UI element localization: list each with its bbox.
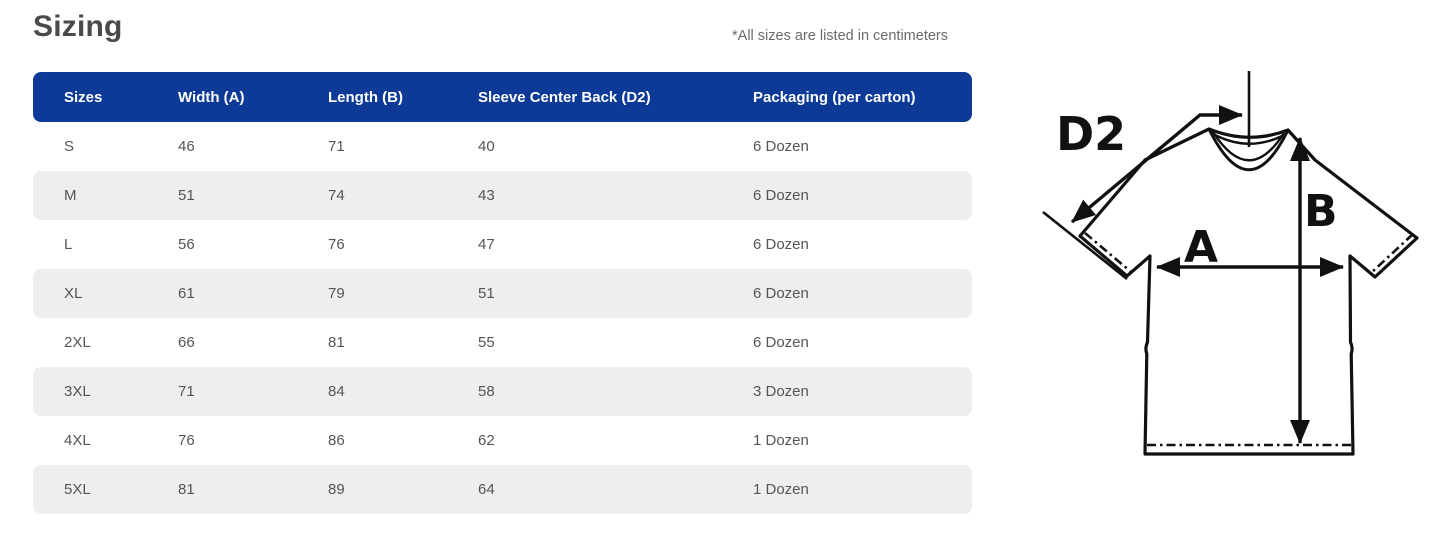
cell-width: 56 [178,236,195,253]
cell-width: 51 [147,171,297,220]
cell-packaging: 1 Dozen [722,465,972,514]
cell-packaging: 1 Dozen [753,432,809,449]
cell-sleeve: 64 [447,465,722,514]
table-row: 3XL 71 84 58 3 Dozen [33,367,972,416]
header-cell-packaging: Packaging (per carton) [722,72,972,122]
table-row: 2XL 66 81 55 6 Dozen [33,318,972,367]
cell-packaging: 6 Dozen [753,236,809,253]
d2-label: D2 [1056,107,1126,161]
table-row: 4XL 76 86 62 1 Dozen [33,416,972,465]
table-row: L 56 76 47 6 Dozen [33,220,972,269]
cell-sleeve: 43 [447,171,722,220]
header-cell-sizes: Sizes [33,72,147,122]
table-row: XL 61 79 51 6 Dozen [33,269,972,318]
cell-size: S [64,138,75,155]
cell-packaging: 6 Dozen [722,269,972,318]
sizing-table: Sizes Width (A) Length (B) Sleeve Center… [33,72,972,514]
table-row: M 51 74 43 6 Dozen [33,171,972,220]
sizing-note: *All sizes are listed in centimeters [732,28,948,44]
cell-packaging: 3 Dozen [722,367,972,416]
width-label: A [1184,222,1218,273]
cell-width: 81 [147,465,297,514]
cell-size: M [33,171,147,220]
cell-width: 66 [178,334,195,351]
cell-sleeve: 62 [478,432,495,449]
sizing-table-container: Sizes Width (A) Length (B) Sleeve Center… [33,72,972,514]
tshirt-measurement-diagram: D2 A B [1020,58,1440,478]
cell-size: 2XL [64,334,91,351]
d2-arrow [1070,105,1243,224]
table-row: 5XL 81 89 64 1 Dozen [33,465,972,514]
table-row: S 46 71 40 6 Dozen [33,122,972,171]
page-title: Sizing [33,10,123,43]
cell-size: L [64,236,73,253]
cell-sleeve: 47 [478,236,495,253]
shirt-outline [1078,127,1419,456]
cell-length: 84 [297,367,447,416]
cell-sleeve: 40 [478,138,495,155]
cell-size: 5XL [33,465,147,514]
cell-length: 81 [328,334,345,351]
cell-width: 76 [178,432,195,449]
header-cell-sleeve: Sleeve Center Back (D2) [447,72,722,122]
cell-length: 76 [328,236,345,253]
cell-sleeve: 51 [447,269,722,318]
cell-length: 86 [328,432,345,449]
cell-width: 61 [147,269,297,318]
sleeve-extension-line [1042,210,1128,281]
cell-length: 79 [297,269,447,318]
cell-length: 89 [297,465,447,514]
cell-width: 46 [178,138,195,155]
cell-length: 71 [328,138,345,155]
length-label: B [1304,186,1338,237]
cell-size: 3XL [33,367,147,416]
cell-length: 74 [297,171,447,220]
tshirt-diagram-svg: D2 A B [1042,71,1419,456]
cuff-dashline-right [1370,233,1414,274]
header-cell-length: Length (B) [297,72,447,122]
cell-size: 4XL [64,432,91,449]
table-header-row: Sizes Width (A) Length (B) Sleeve Center… [33,72,972,122]
cell-packaging: 6 Dozen [753,138,809,155]
cell-size: XL [33,269,147,318]
cell-sleeve: 55 [478,334,495,351]
cell-packaging: 6 Dozen [753,334,809,351]
cell-width: 71 [147,367,297,416]
cell-packaging: 6 Dozen [722,171,972,220]
header-cell-width: Width (A) [147,72,297,122]
cell-sleeve: 58 [447,367,722,416]
